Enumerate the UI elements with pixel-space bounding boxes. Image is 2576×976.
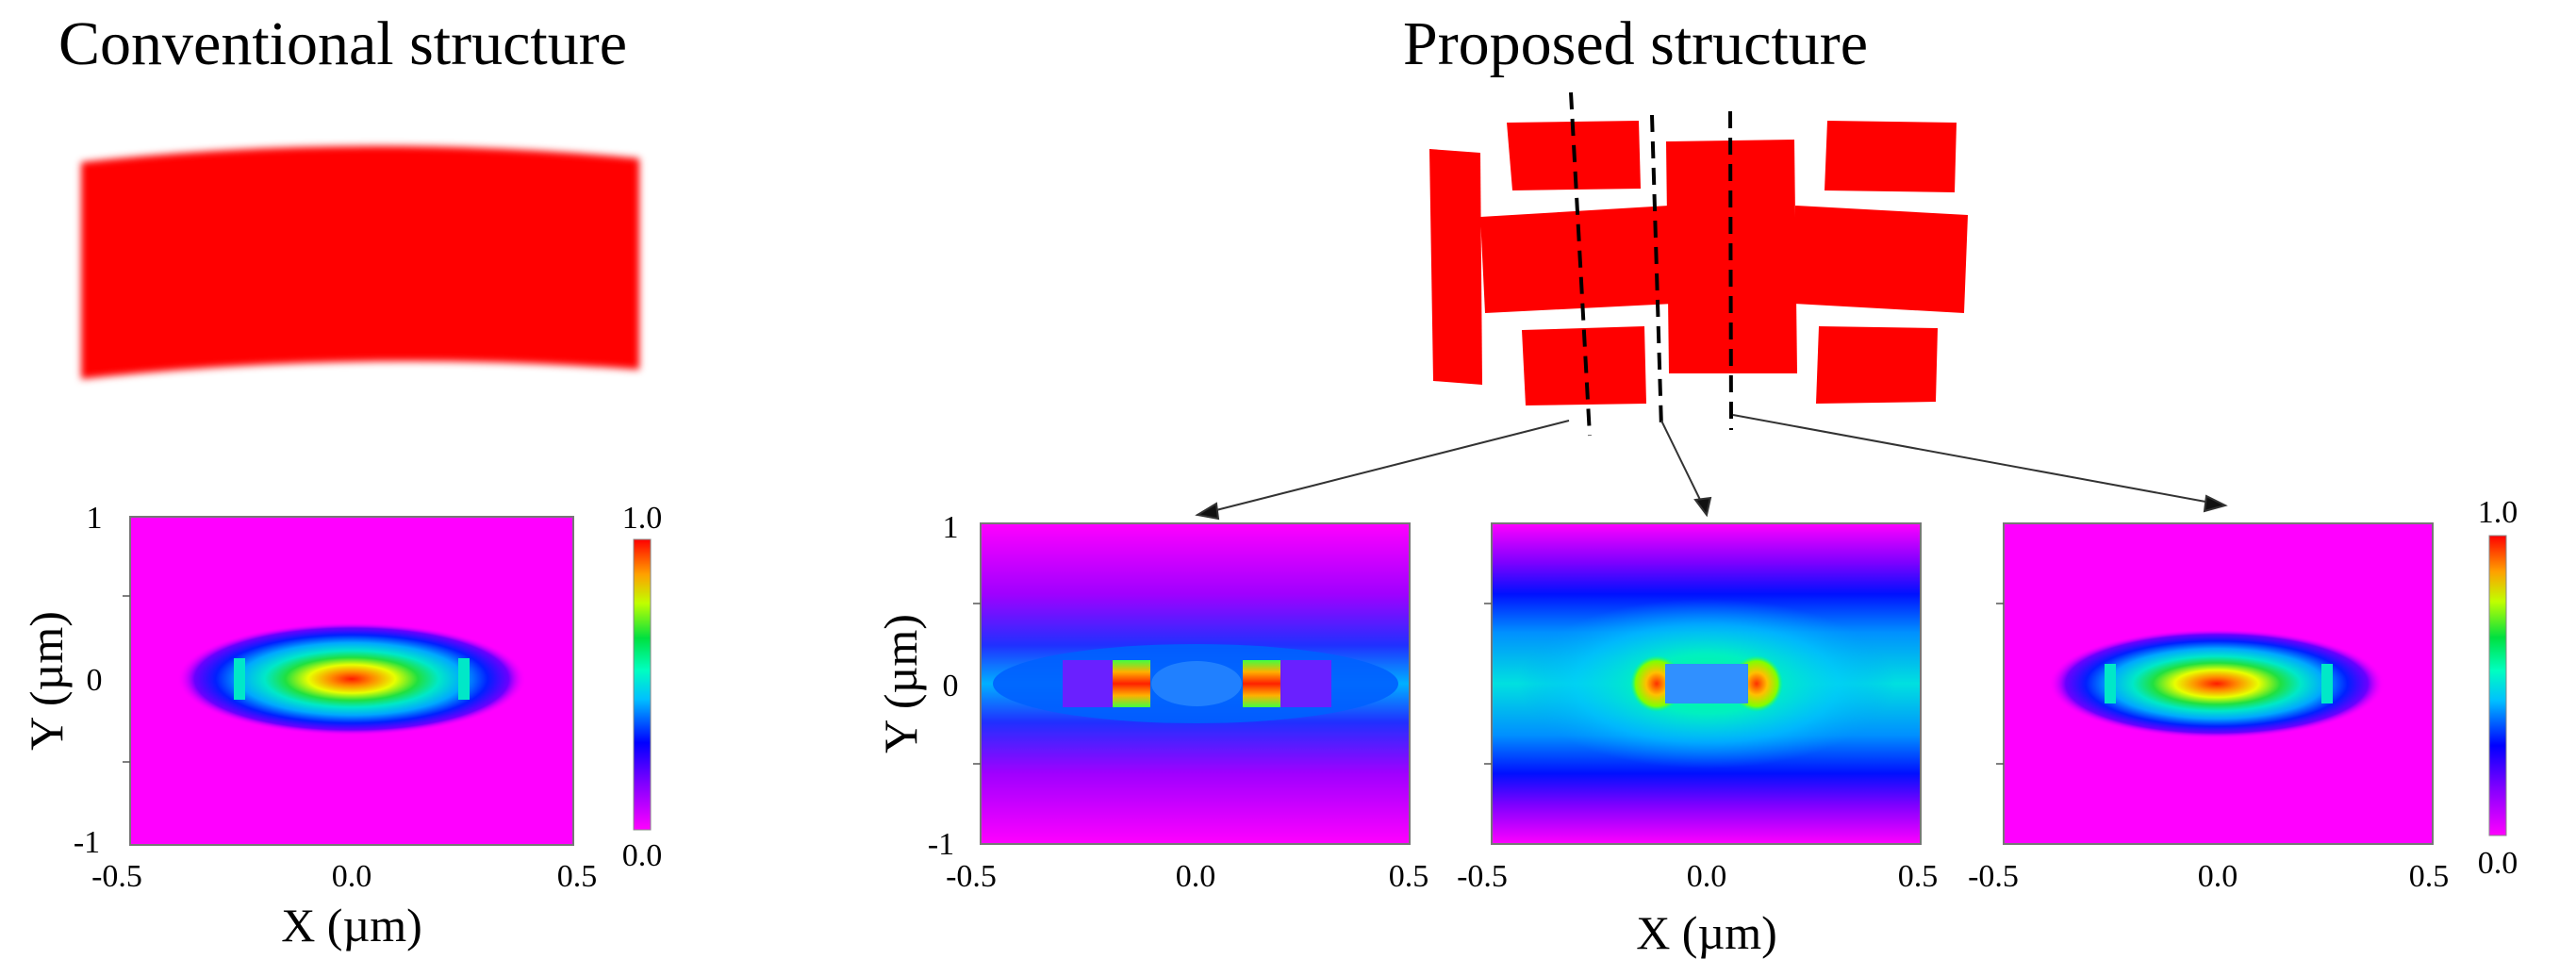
minor-ticks <box>123 595 2004 765</box>
conventional-structure-title: Conventional structure <box>58 9 628 78</box>
tick-x-mid-a: 0.0 <box>332 859 372 894</box>
x-axis-label-proposed: X (µm) <box>1636 906 1777 959</box>
y-axis-label-conventional: Y (µm) <box>20 611 73 751</box>
mode-plot-proposed-left <box>980 522 1411 845</box>
y-axis-label-proposed: Y (µm) <box>874 614 927 753</box>
tick-y-top-b: 1 <box>943 510 959 545</box>
tick-y-top-a: 1 <box>87 501 103 536</box>
conventional-waveguide-slab <box>81 145 639 379</box>
x-axis-label-conventional: X (µm) <box>281 899 422 951</box>
cut-arrows <box>1195 414 2228 521</box>
tick-x-right-a: 0.5 <box>557 859 598 894</box>
tick-x-left-c: -0.5 <box>1457 859 1508 894</box>
tick-x-right-d: 0.5 <box>2409 859 2450 894</box>
mode-plot-proposed-right <box>2003 522 2434 845</box>
tick-x-mid-d: 0.0 <box>2198 859 2238 894</box>
tick-x-right-b: 0.5 <box>1389 859 1429 894</box>
cut-lines <box>1569 91 1733 437</box>
colorbar-max-label-a: 1.0 <box>622 501 663 536</box>
mode-plot-proposed-center <box>1491 522 1922 845</box>
tick-x-mid-b: 0.0 <box>1176 859 1216 894</box>
proposed-segmented-structure <box>1429 121 1968 405</box>
colorbar-conventional <box>633 538 652 831</box>
colorbar-proposed <box>2488 535 2507 836</box>
tick-x-mid-c: 0.0 <box>1687 859 1727 894</box>
tick-y-mid-a: 0 <box>87 663 103 698</box>
colorbar-min-label-a: 0.0 <box>622 838 663 873</box>
mode-plot-conventional <box>129 516 574 846</box>
tick-x-right-c: 0.5 <box>1898 859 1939 894</box>
colorbar-max-label-b: 1.0 <box>2478 495 2518 530</box>
tick-y-mid-b: 0 <box>943 669 959 703</box>
tick-x-left-d: -0.5 <box>1968 859 2019 894</box>
tick-x-left-b: -0.5 <box>946 859 997 894</box>
colorbar-min-label-b: 0.0 <box>2478 846 2518 881</box>
tick-y-bot-b: -1 <box>928 827 954 862</box>
tick-y-bot-a: -1 <box>74 825 100 860</box>
proposed-structure-title: Proposed structure <box>1403 9 1869 78</box>
tick-x-left-a: -0.5 <box>91 859 142 894</box>
